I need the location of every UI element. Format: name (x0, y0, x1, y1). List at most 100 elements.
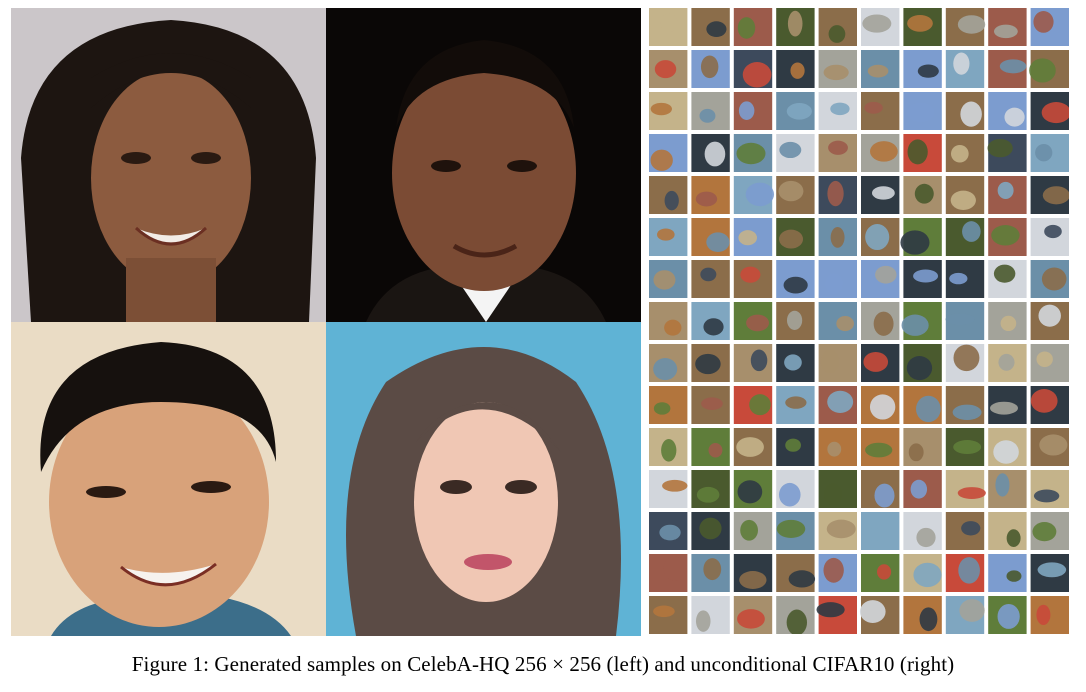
cifar-thumbnail (903, 596, 942, 634)
cifar-thumbnail (861, 50, 900, 88)
cifar-thumbnail (818, 554, 857, 592)
cifar-thumbnail (691, 50, 730, 88)
cifar-thumbnail (988, 50, 1027, 88)
cifar-thumbnail (733, 344, 773, 382)
cifar-thumbnail (818, 512, 857, 550)
cifar-thumbnail (988, 218, 1027, 256)
cifar-thumbnail (945, 134, 985, 172)
cifar-thumbnail (861, 8, 900, 46)
cifar-thumbnail (1030, 92, 1069, 130)
cifar-thumbnail (1030, 218, 1069, 256)
cifar10-samples (649, 8, 1069, 634)
cifar-thumbnail (945, 8, 986, 46)
cifar-thumbnail (1030, 512, 1069, 550)
cifar-thumbnail (776, 344, 815, 382)
cifar-thumbnail (776, 554, 816, 592)
cifar-thumbnail (945, 218, 985, 256)
cifar-thumbnail (818, 8, 857, 46)
cifar-thumbnail (903, 386, 942, 424)
cifar-thumbnail (861, 512, 900, 550)
cifar-thumbnail (988, 92, 1027, 130)
cifar-thumbnail (988, 302, 1027, 340)
cifar-thumbnail (1030, 176, 1069, 214)
cifar-thumbnail (1030, 8, 1069, 46)
cifar-thumbnail (945, 92, 985, 130)
face-man-smiling-image (11, 322, 326, 636)
cifar-thumbnail (861, 428, 900, 466)
cifar-thumbnail (733, 428, 773, 466)
face-sample-2 (326, 8, 641, 322)
cifar-thumbnail (733, 302, 773, 340)
cifar-thumbnail (691, 386, 730, 424)
cifar-thumbnail (733, 386, 773, 424)
cifar-thumbnail (988, 596, 1027, 634)
cifar-thumbnail (988, 8, 1027, 46)
cifar-thumbnail (861, 260, 900, 298)
cifar-thumbnail (861, 554, 900, 592)
cifar-thumbnail (903, 344, 942, 382)
cifar-thumbnail (776, 8, 815, 46)
cifar-thumbnail (818, 428, 857, 466)
cifar-thumbnail (861, 386, 900, 424)
cifar-thumbnail (776, 50, 815, 88)
cifar-thumbnail (691, 512, 730, 550)
cifar-thumbnail (1030, 344, 1069, 382)
cifar-thumbnail (945, 386, 985, 424)
cifar-thumbnail (861, 92, 900, 130)
cifar-thumbnail (988, 512, 1027, 550)
cifar-thumbnail (903, 260, 942, 298)
cifar-thumbnail (1030, 554, 1069, 592)
cifar-thumbnail (861, 344, 900, 382)
cifar-thumbnail (818, 134, 857, 172)
cifar-thumbnail (649, 50, 688, 88)
cifar-thumbnail (776, 134, 815, 172)
cifar-thumbnail (776, 176, 815, 214)
cifar-thumbnail (776, 302, 815, 340)
cifar-thumbnail (691, 344, 730, 382)
cifar-thumbnail (861, 176, 900, 214)
cifar-thumbnail (691, 8, 730, 46)
cifar-thumbnail (818, 218, 857, 256)
cifar-thumbnail (903, 176, 942, 214)
cifar-thumbnail (649, 218, 688, 256)
cifar-thumbnail (945, 428, 985, 466)
face-sample-1 (11, 8, 326, 322)
cifar-thumbnail (776, 428, 815, 466)
cifar-thumbnail (945, 50, 985, 88)
cifar-thumbnail (649, 554, 688, 592)
cifar-thumbnail (649, 302, 688, 340)
cifar-thumbnail (988, 386, 1027, 424)
cifar-thumbnail (649, 92, 688, 130)
face-man-dark-background-image (326, 8, 641, 322)
cifar-thumbnail (861, 134, 900, 172)
cifar-thumbnail (818, 50, 857, 88)
cifar-thumbnail (1030, 428, 1069, 466)
cifar-thumbnail (900, 218, 942, 256)
cifar-thumbnail (861, 218, 900, 256)
cifar-thumbnail (945, 512, 985, 550)
cifar-thumbnail (649, 8, 688, 46)
cifar-thumbnail (1030, 596, 1069, 634)
cifar-thumbnail (733, 134, 773, 172)
celeba-hq-samples (11, 8, 641, 636)
cifar-thumbnail (903, 554, 942, 592)
face-woman-brown-hair-image (326, 322, 641, 636)
cifar-thumbnail (649, 176, 688, 214)
cifar-thumbnail (945, 554, 985, 592)
cifar-thumbnail (776, 92, 815, 130)
face-sample-3 (11, 322, 326, 636)
cifar-thumbnail (691, 554, 730, 592)
cifar-thumbnail (818, 344, 857, 382)
cifar-thumbnail (649, 134, 688, 172)
cifar-thumbnail (818, 92, 857, 130)
cifar-thumbnail (818, 176, 857, 214)
cifar-thumbnail (903, 470, 942, 508)
cifar-thumbnail (1030, 134, 1069, 172)
cifar-thumbnail (945, 344, 985, 382)
cifar-thumbnail (776, 596, 815, 634)
face-sample-4 (326, 322, 641, 636)
cifar-thumbnail (733, 512, 773, 550)
cifar-thumbnail (649, 386, 688, 424)
cifar-thumbnail (691, 596, 730, 634)
